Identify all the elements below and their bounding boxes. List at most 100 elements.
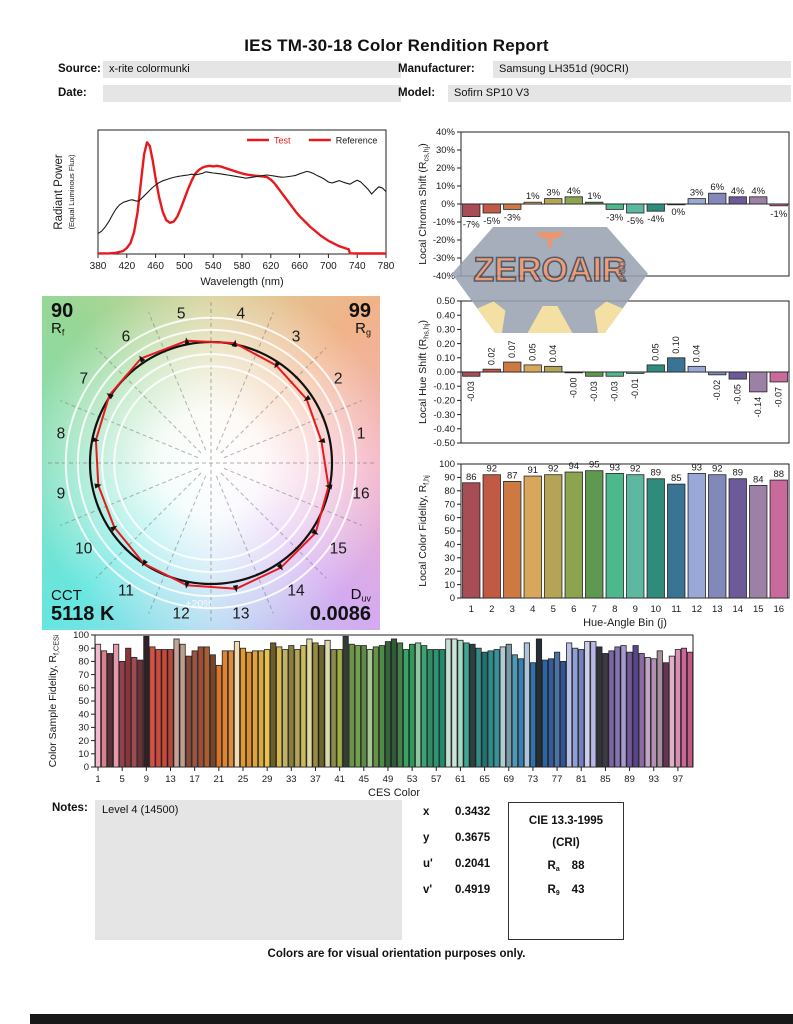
y-tick-label: 20	[444, 566, 455, 577]
y-tick-label: 0%	[441, 199, 455, 210]
shift-arrow	[141, 559, 148, 567]
shift-arrow	[317, 437, 326, 443]
bar-label: 4%	[567, 186, 581, 197]
bar-label: 1%	[526, 191, 540, 202]
bar	[626, 651, 633, 768]
rf-score: 90 Rf	[51, 300, 74, 339]
bar	[560, 660, 567, 768]
bar	[113, 643, 120, 768]
y-axis-title: Radiant Power	[53, 154, 65, 230]
bar	[566, 642, 573, 768]
bar	[523, 475, 542, 599]
bin-number: 5	[177, 305, 186, 322]
bar-label: 93	[691, 462, 702, 473]
bar-label: 92	[712, 464, 723, 475]
x-tick-label: 5	[551, 604, 556, 615]
x-tick-label: 14	[732, 604, 743, 615]
bar	[427, 649, 434, 768]
x-tick-label: 13	[712, 604, 723, 615]
legend-label: Reference	[336, 136, 378, 146]
bar-label: -5%	[627, 216, 644, 227]
bar	[564, 196, 583, 205]
x-tick-label: 10	[650, 604, 661, 615]
y-axis-title-main: Color Sample Fidelity, R	[47, 655, 59, 768]
x-tick-label: 740	[349, 261, 366, 272]
notes-label: Notes:	[52, 802, 88, 814]
y-tick-label: -10%	[433, 217, 456, 228]
x-tick-label: 89	[624, 774, 635, 785]
y-tick-label: 0.10	[437, 353, 456, 364]
x-tick-label: 380	[90, 261, 107, 272]
bar	[463, 642, 470, 768]
y-tick-label: -0.10	[433, 381, 455, 392]
bar	[482, 474, 501, 599]
plot-border	[97, 129, 387, 255]
bar-label: 95	[589, 460, 600, 471]
bar-label: -0.07	[774, 387, 784, 408]
bar	[584, 641, 591, 768]
bar	[457, 639, 464, 768]
bar	[605, 371, 624, 377]
x-tick-label: 540	[205, 261, 222, 272]
x-tick-label: 460	[147, 261, 164, 272]
bar	[644, 657, 651, 768]
shift-arrow	[274, 361, 281, 369]
x-tick-label: 33	[286, 774, 297, 785]
local-fidelity-chart: 100 90 80 70 60 50 40 30 20 10 0 86 1 92 2 87 3 91 4 92 5 94 6…	[415, 456, 792, 630]
y-tick-label: 40	[444, 540, 455, 551]
y-tick-label: 20%	[436, 163, 456, 174]
x-tick-label: 580	[234, 261, 251, 272]
bar-label: -0.03	[589, 381, 599, 402]
bar	[270, 642, 277, 768]
bar	[185, 655, 192, 768]
bar	[330, 649, 337, 768]
y-axis-title-main: Local Chroma Shift (R	[417, 161, 429, 265]
y-tick-label: -40%	[433, 271, 456, 282]
bin-boundary-line	[215, 475, 274, 614]
y-tick-label: 0	[84, 762, 89, 773]
y-tick-label: 30	[444, 553, 455, 564]
bar	[348, 643, 355, 768]
y-tick-label: 60	[78, 683, 89, 694]
y-tick-label: -20%	[433, 235, 456, 246]
x-tick-label: 25	[238, 774, 249, 785]
y-tick-label: 50	[444, 526, 455, 537]
notes-box: Level 4 (14500)	[95, 800, 402, 940]
bar	[667, 357, 686, 373]
bar-label: 94	[568, 461, 579, 472]
y-tick-label: 80	[444, 486, 455, 497]
bar	[324, 639, 331, 768]
bar	[173, 638, 180, 768]
bar	[535, 638, 543, 768]
y-axis-title-end: )	[417, 143, 429, 147]
bar	[505, 643, 512, 768]
y-tick-label: 0.20	[437, 339, 456, 350]
bar-label: -3%	[606, 212, 623, 223]
bar	[137, 659, 144, 768]
hue_shift-svg: 0.500.400.300.200.100.00-0.10-0.20-0.30-…	[417, 296, 790, 449]
bin-number: 6	[122, 328, 131, 345]
x-axis-title: Hue-Angle Bin (j)	[583, 617, 667, 629]
x-tick-label: 53	[407, 774, 418, 785]
bin-boundary-line	[215, 312, 274, 451]
y-tick-label: 50	[78, 696, 89, 707]
x-tick-label: 4	[530, 604, 535, 615]
bar	[728, 196, 747, 205]
bar-label: -0.14	[753, 397, 763, 418]
bar-label: 0.02	[487, 348, 497, 366]
bar	[585, 201, 604, 205]
bar	[620, 645, 627, 768]
bar	[749, 485, 768, 599]
bar	[503, 361, 522, 373]
model-value: Sofirn SP10 V3	[448, 85, 791, 102]
bar	[687, 472, 706, 599]
date-value	[103, 85, 401, 102]
bar	[523, 201, 542, 205]
bar-label: 0.04	[692, 345, 702, 363]
bin-number: 9	[57, 485, 66, 502]
bar	[258, 650, 265, 768]
chroma-shift-chart: 40% 30% 20% 10% 0% -10% -20% -30% -40% -7% -5% -3% 1…	[415, 126, 792, 283]
bin-boundary-line	[148, 475, 207, 614]
bar	[523, 364, 542, 373]
y-tick-label: 70	[78, 670, 89, 681]
